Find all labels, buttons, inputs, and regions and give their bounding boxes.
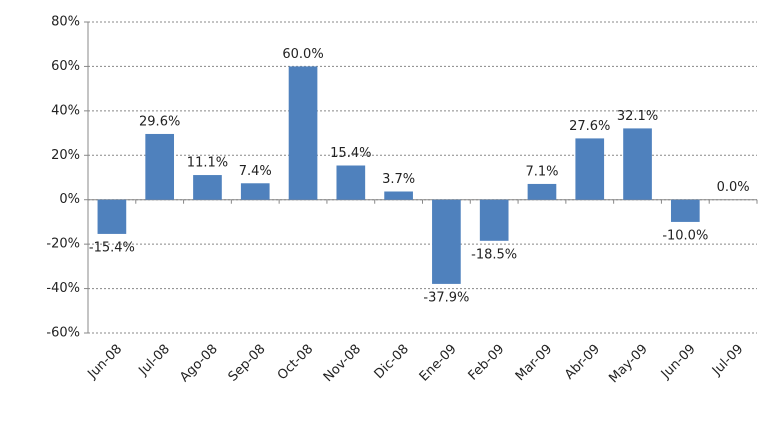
bar [670,199,700,222]
value-label: 29.6% [139,114,180,129]
y-tick-label: 20% [51,148,80,163]
x-tick-label: Oct-08 [275,342,317,384]
bar [193,175,222,200]
value-label: 11.1% [187,156,228,171]
x-tick-label: Nov-08 [321,342,364,385]
x-tick-label: Jul-08 [136,342,173,379]
x-tick-label: Feb-09 [466,342,508,384]
bar [288,66,318,200]
y-tick-label: 80% [51,15,80,30]
y-tick-label: 0% [59,192,80,207]
value-label: -15.4% [89,240,135,255]
value-label: 7.4% [239,164,272,179]
value-label: -10.0% [662,228,708,243]
x-tick-label: Jul-09 [709,342,746,379]
bar [240,183,270,200]
value-label: -18.5% [471,247,517,262]
value-label: 7.1% [525,164,558,179]
value-label: 27.6% [569,119,610,134]
value-label: 0.0% [717,180,750,195]
bar [432,199,461,284]
x-tick-label: Ago-08 [177,342,221,386]
bar [575,138,605,200]
bar [527,183,557,200]
value-label: 15.4% [330,146,371,161]
y-tick-label: -60% [46,326,80,341]
x-tick-label: Mar-09 [513,342,555,384]
y-tick-label: 40% [51,103,80,118]
bar [384,191,413,200]
x-tick-label: Jun-08 [85,342,126,383]
bar [145,133,175,200]
value-label: 60.0% [282,47,323,62]
x-tick-label: Sep-08 [226,342,269,385]
value-label: 3.7% [382,172,415,187]
y-tick-label: -20% [46,237,80,252]
bar [623,128,652,200]
value-label: 32.1% [617,109,658,124]
value-label: -37.9% [423,290,469,305]
y-tick-label: 60% [51,59,80,74]
bar [97,199,127,234]
y-tick-label: -40% [46,281,80,296]
x-tick-label: Jun-09 [658,342,699,383]
x-tick-label: May-09 [606,342,650,386]
bar [479,199,509,241]
x-tick-label: Dic-08 [372,342,412,382]
x-tick-label: Abr-09 [562,342,603,383]
x-tick-label: Ene-09 [417,342,460,385]
bar [336,165,366,200]
